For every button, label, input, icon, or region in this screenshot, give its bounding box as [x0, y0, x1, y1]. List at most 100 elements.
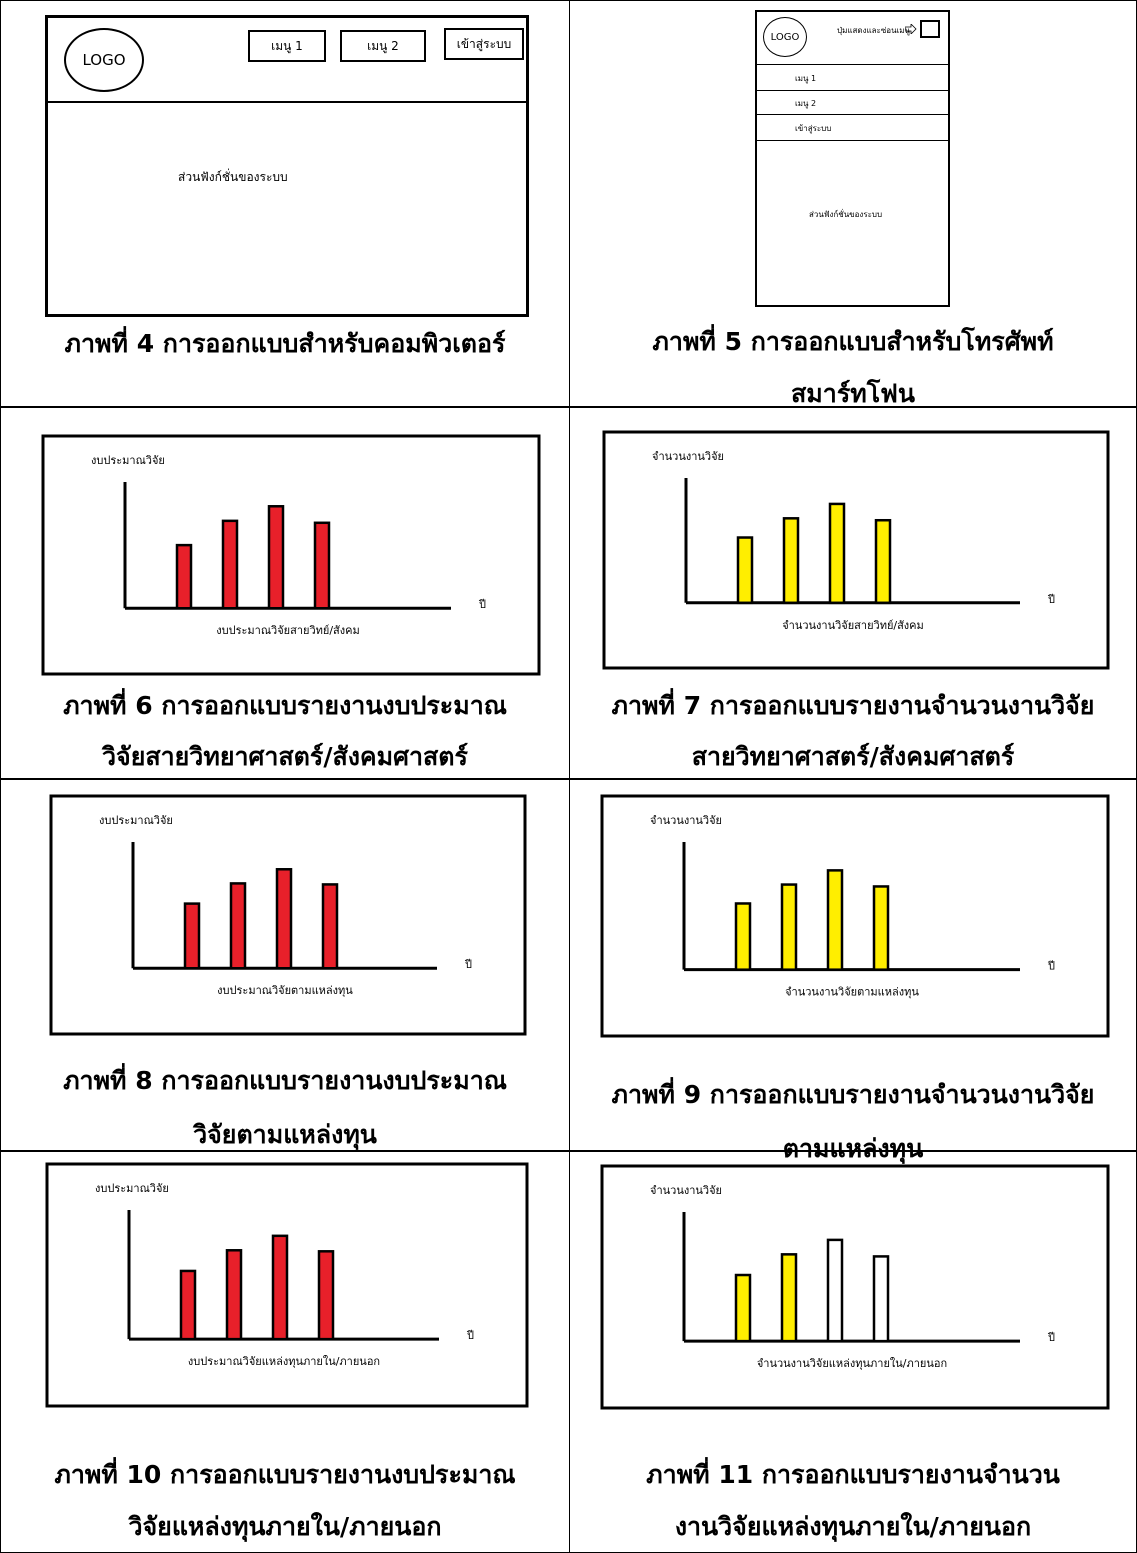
mobile-menu2-item[interactable]: เมนู 2 — [795, 99, 817, 108]
mobile-menu1-item[interactable]: เมนู 1 — [795, 74, 817, 83]
chart-bar — [183, 902, 201, 970]
chart-bar — [313, 521, 331, 610]
chart-bar — [229, 882, 247, 970]
mobile-divider-3 — [757, 114, 948, 115]
mobile-wireframe: LOGO ปุ่มแสดงและซ่อนเมนู เมนู 1 เมนู 2 เ… — [755, 10, 950, 307]
chart-xlabel: ปี — [1047, 1331, 1055, 1344]
chart-bar — [267, 505, 285, 610]
mobile-logo: LOGO — [763, 17, 807, 57]
cell-desktop: LOGO เมนู 1 เมนู 2 เข้าสู่ระบบ ส่วนฟังก์… — [0, 0, 570, 407]
chart-subtitle: จำนวนงานวิจัยสายวิทย์/สังคม — [782, 619, 924, 632]
chart-bar — [872, 885, 890, 971]
chart-caption-line1: ภาพที่ 7 การออกแบบรายงานจำนวนงานวิจัย — [611, 691, 1095, 720]
chart-bar — [221, 519, 239, 610]
desktop-menu1-button[interactable]: เมนู 1 — [248, 30, 326, 62]
desktop-menu1-label: เมนู 1 — [271, 38, 303, 53]
chart-cell-3: งบประมาณวิจัยปีงบประมาณวิจัยตามแหล่งทุนภ… — [0, 779, 570, 1151]
mobile-divider-2 — [757, 90, 948, 91]
desktop-login-label: เข้าสู่ระบบ — [456, 36, 512, 51]
bar-chart-5: งบประมาณวิจัยปีงบประมาณวิจัยแหล่งทุนภายใ… — [45, 1162, 529, 1408]
chart-cell-2: จำนวนงานวิจัยปีจำนวนงานวิจัยสายวิทย์/สัง… — [569, 407, 1137, 779]
chart-caption-line1: ภาพที่ 10 การออกแบบรายงานงบประมาณ — [54, 1460, 516, 1489]
chart-frame — [600, 794, 1110, 1038]
desktop-wireframe: LOGO เมนู 1 เมนู 2 เข้าสู่ระบบ ส่วนฟังก์… — [45, 15, 529, 317]
chart-caption-line1: ภาพที่ 11 การออกแบบรายงานจำนวน — [646, 1460, 1060, 1489]
desktop-login-button[interactable]: เข้าสู่ระบบ — [444, 28, 524, 60]
mobile-divider-1 — [757, 64, 948, 65]
chart-ylabel: งบประมาณวิจัย — [99, 814, 173, 827]
chart-bar — [780, 1253, 798, 1343]
chart-xlabel: ปี — [478, 598, 486, 611]
hamburger-toggle-icon[interactable] — [920, 20, 940, 38]
chart-bar — [872, 1255, 890, 1343]
chart-subtitle: จำนวนงานวิจัยแหล่งทุนภายใน/ภายนอก — [757, 1357, 947, 1370]
desktop-content-label: ส่วนฟังก์ชั่นของระบบ — [178, 170, 288, 184]
chart-bar — [734, 1273, 752, 1343]
chart-bar — [828, 502, 846, 605]
arrow-right-icon — [905, 24, 917, 34]
chart-caption-line2: ตามแหล่งทุน — [782, 1134, 924, 1163]
mobile-content-label: ส่วนฟังก์ชั่นของระบบ — [809, 210, 883, 219]
chart-subtitle: งบประมาณวิจัยแหล่งทุนภายใน/ภายนอก — [188, 1355, 380, 1368]
chart-caption-line1: ภาพที่ 6 การออกแบบรายงานงบประมาณ — [63, 691, 507, 720]
chart-bar — [317, 1250, 335, 1341]
chart-bar — [734, 902, 752, 971]
chart-frame — [600, 1164, 1110, 1410]
mobile-toggle-label: ปุ่มแสดงและซ่อนเมนู — [837, 26, 911, 35]
chart-cell-6: จำนวนงานวิจัยปีจำนวนงานวิจัยแหล่งทุนภายใ… — [569, 1151, 1137, 1553]
chart-caption-line2: สายวิทยาศาสตร์/สังคมศาสตร์ — [691, 742, 1015, 771]
chart-bar — [782, 517, 800, 605]
chart-frame — [41, 434, 541, 676]
bar-chart-1: งบประมาณวิจัยปีงบประมาณวิจัยสายวิทย์/สัง… — [41, 434, 541, 676]
mobile-logo-text: LOGO — [770, 31, 800, 43]
chart-xlabel: ปี — [466, 1329, 474, 1342]
chart-caption-line2: งานวิจัยแหล่งทุนภายใน/ภายนอก — [674, 1512, 1032, 1541]
desktop-caption: ภาพที่ 4 การออกแบบสำหรับคอมพิวเตอร์ — [64, 329, 506, 358]
chart-bar — [780, 883, 798, 971]
chart-subtitle: งบประมาณวิจัยตามแหล่งทุน — [217, 984, 353, 997]
chart-bar — [736, 536, 754, 605]
chart-xlabel: ปี — [464, 958, 472, 971]
chart-frame — [602, 430, 1110, 670]
mobile-divider-4 — [757, 140, 948, 141]
chart-caption-line2: วิจัยแหล่งทุนภายใน/ภายนอก — [128, 1512, 442, 1541]
desktop-menu2-label: เมนู 2 — [367, 38, 399, 53]
chart-bar — [175, 543, 193, 610]
cell-mobile: LOGO ปุ่มแสดงและซ่อนเมนู เมนู 1 เมนู 2 เ… — [569, 0, 1137, 408]
chart-caption-line2: วิจัยตามแหล่งทุน — [193, 1120, 377, 1149]
chart-bar — [275, 868, 293, 970]
chart-bar — [321, 883, 339, 970]
mobile-login-item[interactable]: เข้าสู่ระบบ — [795, 124, 832, 133]
chart-bar — [826, 1238, 844, 1343]
desktop-menu2-button[interactable]: เมนู 2 — [340, 30, 426, 62]
chart-ylabel: จำนวนงานวิจัย — [650, 1184, 722, 1197]
chart-ylabel: งบประมาณวิจัย — [95, 1182, 169, 1195]
chart-caption-line1: ภาพที่ 9 การออกแบบรายงานจำนวนงานวิจัย — [611, 1080, 1095, 1109]
chart-cell-5: งบประมาณวิจัยปีงบประมาณวิจัยแหล่งทุนภายใ… — [0, 1151, 570, 1553]
chart-subtitle: จำนวนงานวิจัยตามแหล่งทุน — [785, 986, 919, 999]
chart-ylabel: จำนวนงานวิจัย — [652, 450, 724, 463]
mobile-caption-line2: สมาร์ทโฟน — [791, 379, 915, 408]
chart-xlabel: ปี — [1047, 960, 1055, 973]
mobile-caption-line1: ภาพที่ 5 การออกแบบสำหรับโทรศัพท์ — [652, 327, 1054, 356]
chart-bar — [179, 1269, 197, 1341]
chart-ylabel: จำนวนงานวิจัย — [650, 814, 722, 827]
chart-bar — [271, 1234, 289, 1341]
desktop-header-divider — [48, 101, 526, 103]
chart-caption-line2: วิจัยสายวิทยาศาสตร์/สังคมศาสตร์ — [102, 742, 468, 771]
desktop-logo: LOGO — [64, 28, 144, 92]
desktop-logo-text: LOGO — [82, 51, 126, 69]
chart-cell-4: จำนวนงานวิจัยปีจำนวนงานวิจัยตามแหล่งทุนภ… — [569, 779, 1137, 1163]
chart-bar — [225, 1249, 243, 1341]
chart-cell-1: งบประมาณวิจัยปีงบประมาณวิจัยสายวิทย์/สัง… — [0, 407, 570, 779]
bar-chart-2: จำนวนงานวิจัยปีจำนวนงานวิจัยสายวิทย์/สัง… — [602, 430, 1110, 670]
chart-xlabel: ปี — [1047, 593, 1055, 606]
bar-chart-6: จำนวนงานวิจัยปีจำนวนงานวิจัยแหล่งทุนภายใ… — [600, 1164, 1110, 1410]
chart-bar — [874, 518, 892, 605]
chart-caption-line1: ภาพที่ 8 การออกแบบรายงานงบประมาณ — [63, 1066, 507, 1095]
chart-bar — [826, 869, 844, 971]
bar-chart-4: จำนวนงานวิจัยปีจำนวนงานวิจัยตามแหล่งทุน — [600, 794, 1110, 1038]
chart-subtitle: งบประมาณวิจัยสายวิทย์/สังคม — [216, 624, 359, 637]
bar-chart-3: งบประมาณวิจัยปีงบประมาณวิจัยตามแหล่งทุน — [49, 794, 527, 1036]
chart-ylabel: งบประมาณวิจัย — [91, 454, 165, 467]
